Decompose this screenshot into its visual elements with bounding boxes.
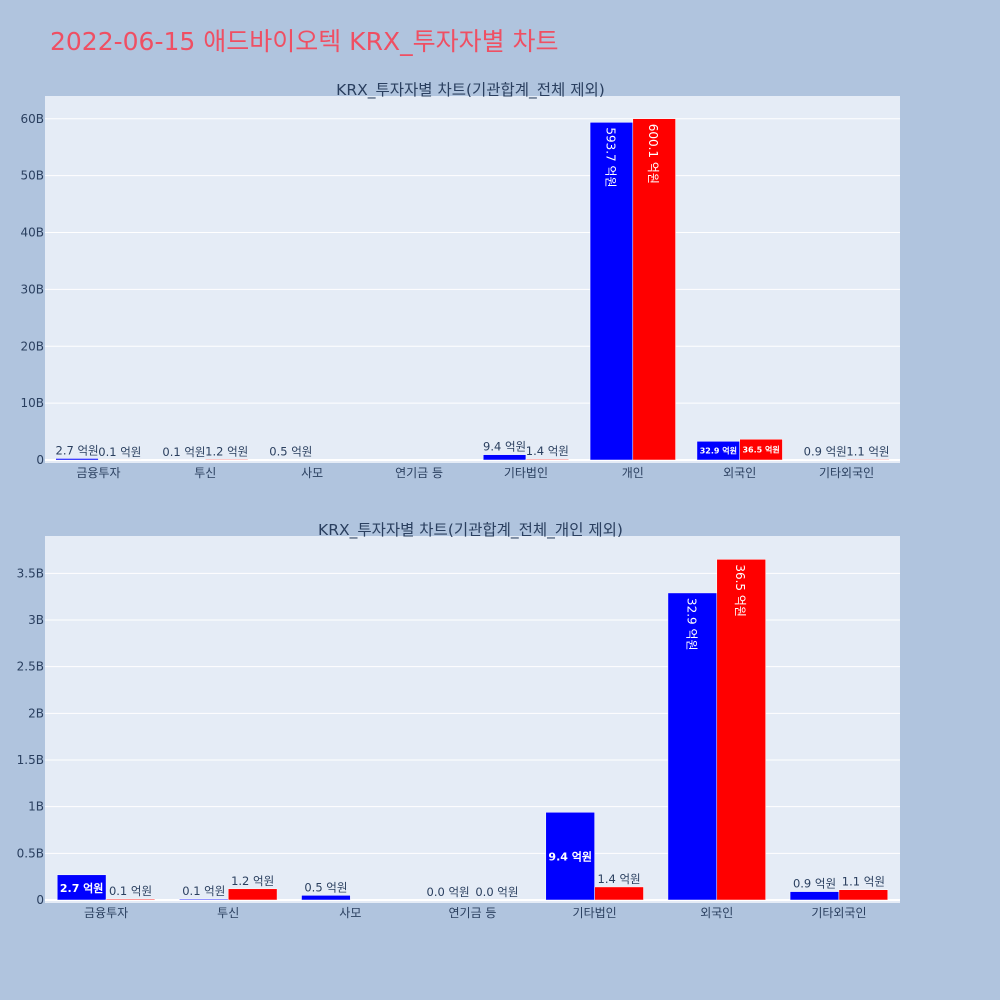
bar-data-label: 1.4 억원 bbox=[526, 444, 569, 458]
bar bbox=[105, 898, 156, 901]
y-tick-label: 0 bbox=[36, 893, 44, 907]
bar bbox=[301, 895, 351, 901]
y-tick-label: 10B bbox=[20, 396, 44, 410]
bar-data-label: 36.5 억원 bbox=[742, 445, 779, 455]
x-tick-label: 외국인 bbox=[723, 466, 756, 480]
x-tick-label: 금융투자 bbox=[84, 906, 128, 920]
bar-data-label: 0.1 억원 bbox=[98, 445, 141, 459]
y-tick-label: 0 bbox=[36, 453, 44, 467]
bar bbox=[525, 458, 569, 461]
bar-data-label: 0.1 억원 bbox=[109, 884, 152, 898]
y-tick-label: 2B bbox=[28, 706, 44, 720]
bar-data-label: 0.5 억원 bbox=[269, 445, 312, 459]
y-tick-label: 1.5B bbox=[17, 753, 44, 767]
bar bbox=[179, 898, 229, 901]
bar-data-label: 0.0 억원 bbox=[427, 885, 470, 899]
x-tick-label: 금융투자 bbox=[76, 466, 120, 480]
bar-data-label: 0.9 억원 bbox=[804, 444, 847, 458]
y-tick-label: 3.5B bbox=[17, 566, 44, 580]
x-tick-label: 사모 bbox=[301, 466, 323, 480]
bar-data-label: 0.1 억원 bbox=[182, 884, 225, 898]
bar-data-label: 9.4 억원 bbox=[483, 440, 526, 454]
x-tick-label: 기타법인 bbox=[573, 906, 617, 920]
y-tick-label: 60B bbox=[20, 112, 44, 126]
bar-data-label: 0.1 억원 bbox=[162, 445, 205, 459]
bar bbox=[789, 891, 840, 901]
subplot-title: KRX_투자자별 차트(기관합계_전체 제외) bbox=[336, 81, 605, 100]
bar-data-label: 32.9 억원 bbox=[700, 446, 737, 456]
bar bbox=[739, 438, 783, 461]
x-tick-label: 기타법인 bbox=[504, 466, 548, 480]
bar-data-label: 1.1 억원 bbox=[846, 444, 889, 458]
bar-data-label: 0.5 억원 bbox=[304, 880, 347, 894]
bar-data-label: 0.9 억원 bbox=[793, 877, 836, 891]
x-tick-label: 외국인 bbox=[700, 906, 733, 920]
bar-data-label: 1.2 억원 bbox=[231, 874, 274, 888]
page-title: 2022-06-15 애드바이오텍 KRX_투자자별 차트 bbox=[50, 27, 559, 56]
bar bbox=[55, 458, 99, 461]
y-tick-label: 20B bbox=[20, 339, 44, 353]
y-tick-label: 3B bbox=[28, 613, 44, 627]
bar-data-label: 1.2 억원 bbox=[205, 444, 248, 458]
y-tick-label: 1B bbox=[28, 800, 44, 814]
x-tick-label: 기타외국인 bbox=[811, 906, 866, 920]
bar bbox=[482, 454, 527, 461]
bar-data-label: 593.7 억원 bbox=[603, 127, 617, 187]
y-tick-label: 0.5B bbox=[17, 846, 44, 860]
x-tick-label: 개인 bbox=[622, 466, 644, 480]
bar-data-label: 0.0 억원 bbox=[475, 885, 518, 899]
x-tick-label: 연기금 등 bbox=[395, 466, 443, 480]
bar-data-label: 1.1 억원 bbox=[842, 875, 885, 889]
y-tick-label: 50B bbox=[20, 169, 44, 183]
bar bbox=[589, 122, 634, 461]
bar bbox=[205, 459, 249, 461]
x-tick-label: 연기금 등 bbox=[449, 906, 497, 920]
bar-data-label: 36.5 억원 bbox=[733, 564, 747, 617]
bar bbox=[56, 874, 107, 901]
subplot-title: KRX_투자자별 차트(기관합계_전체_개인 제외) bbox=[318, 521, 623, 540]
bar bbox=[846, 459, 890, 461]
x-tick-label: 기타외국인 bbox=[819, 466, 874, 480]
bar bbox=[632, 118, 676, 461]
x-tick-label: 투신 bbox=[217, 906, 239, 920]
bar bbox=[594, 886, 644, 901]
x-tick-label: 사모 bbox=[339, 906, 361, 920]
bar bbox=[716, 559, 766, 901]
bar-data-label: 9.4 억원 bbox=[548, 850, 592, 864]
y-tick-label: 40B bbox=[20, 226, 44, 240]
bar-data-label: 1.4 억원 bbox=[598, 872, 641, 886]
bar bbox=[803, 459, 847, 461]
bar-data-label: 32.9 억원 bbox=[684, 598, 698, 651]
bar-data-label: 2.7 억원 bbox=[60, 881, 104, 895]
bar-data-label: 600.1 억원 bbox=[646, 124, 660, 184]
bar bbox=[838, 889, 889, 901]
bar-data-label: 2.7 억원 bbox=[56, 443, 99, 457]
bar bbox=[227, 888, 278, 901]
bar bbox=[545, 812, 595, 901]
x-tick-label: 투신 bbox=[194, 466, 216, 480]
y-tick-label: 30B bbox=[20, 282, 44, 296]
plot-area bbox=[45, 536, 900, 903]
y-tick-label: 2.5B bbox=[17, 660, 44, 674]
plot-area bbox=[45, 96, 900, 463]
